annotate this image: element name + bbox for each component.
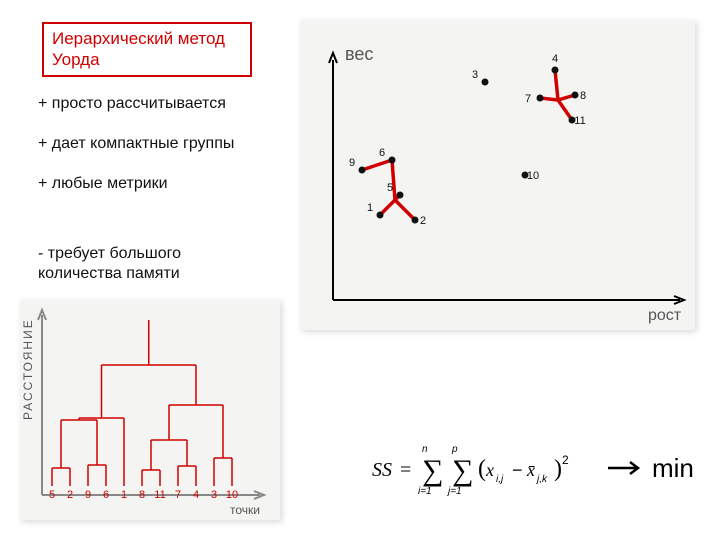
dendrogram-svg: РАССТОЯНИЕ точки 529618 11 743 10 xyxy=(20,300,280,520)
pro-2: + дает компактные группы xyxy=(38,134,268,154)
sigma2-upper: p xyxy=(451,444,458,455)
scatter-point-label: 4 xyxy=(552,53,558,65)
dendrogram-paper: РАССТОЯНИЕ точки 529618 11 743 10 xyxy=(20,300,280,520)
scatter-point-label: 10 xyxy=(527,170,539,182)
sigma-2: ∑ xyxy=(452,454,473,487)
leaf-label: 5 xyxy=(49,489,55,501)
cluster-edge xyxy=(395,200,415,220)
scatter-point xyxy=(389,157,396,164)
title-text: Иерархический метод Уорда xyxy=(52,29,225,69)
dendro-x-label: точки xyxy=(230,503,260,517)
scatter-point-label: 9 xyxy=(349,157,355,169)
scatter-point-label: 1 xyxy=(367,202,373,214)
leaf-label: 11 xyxy=(154,489,165,501)
x-axis-label: рост xyxy=(648,307,682,324)
y-axis-label: вес xyxy=(345,44,373,64)
pro-3: + любые метрики xyxy=(38,174,268,194)
scatter-point-label: 5 xyxy=(387,182,393,194)
scatter-point-label: 6 xyxy=(379,147,385,159)
scatter-point xyxy=(572,92,579,99)
sigma1-upper: n xyxy=(422,444,428,455)
scatter-paper: вес рост 1 2 5 6 9 3 4 7 8 11 10 xyxy=(300,20,695,330)
scatter-point-label: 11 xyxy=(574,115,585,127)
xbar: x̄ xyxy=(526,460,535,480)
cluster-edge xyxy=(558,100,572,120)
leaf-label: 8 xyxy=(139,489,145,501)
scatter-point-label: 3 xyxy=(472,69,478,81)
dendrogram-lines xyxy=(52,320,232,486)
cluster-edge xyxy=(362,160,392,170)
minus: − xyxy=(512,460,523,480)
rparen: ) xyxy=(554,456,562,482)
sigma-1: ∑ xyxy=(422,454,443,487)
leaf-label: 10 xyxy=(226,489,238,501)
formula-lhs: SS xyxy=(372,459,392,481)
formula-block: SS = ∑ n i=1 ∑ p j=1 ( x i,j − x̄ j,k ) … xyxy=(370,438,694,498)
xij: x xyxy=(485,460,494,480)
xbar-sub: j,k xyxy=(535,474,548,485)
leaf-label: 1 xyxy=(121,489,127,501)
scatter-point-label: 8 xyxy=(580,90,586,102)
scatter-point xyxy=(537,95,544,102)
sigma2-lower: j=1 xyxy=(446,486,462,497)
cluster-edge xyxy=(555,70,558,100)
xij-sub: i,j xyxy=(496,474,504,485)
sq: 2 xyxy=(562,453,569,467)
pro-1: + просто рассчитывается xyxy=(38,94,268,114)
leaf-label: 4 xyxy=(193,489,199,501)
scatter-point xyxy=(359,167,366,174)
scatter-point xyxy=(412,217,419,224)
scatter-point xyxy=(552,67,559,74)
cluster-edge xyxy=(392,160,395,200)
scatter-point-label: 2 xyxy=(420,215,426,227)
scatter-points-group: 1 2 5 6 9 3 4 7 8 11 10 xyxy=(349,53,586,227)
scatter-cluster-edges xyxy=(362,70,575,220)
title-box: Иерархический метод Уорда xyxy=(42,22,252,77)
leaf-label: 3 xyxy=(211,489,217,501)
arrow-icon xyxy=(606,456,646,480)
formula-svg: SS = ∑ n i=1 ∑ p j=1 ( x i,j − x̄ j,k ) … xyxy=(370,438,600,498)
eq-sign: = xyxy=(400,459,411,481)
scatter-point-label: 7 xyxy=(525,93,531,105)
scatter-point xyxy=(397,192,404,199)
leaf-label: 6 xyxy=(103,489,109,501)
lparen: ( xyxy=(478,456,486,482)
formula-target: min xyxy=(652,453,694,484)
sigma1-lower: i=1 xyxy=(418,486,432,497)
dendro-y-label: РАССТОЯНИЕ xyxy=(21,318,35,420)
leaf-label: 9 xyxy=(85,489,91,501)
leaf-label: 7 xyxy=(175,489,181,501)
scatter-point xyxy=(377,212,384,219)
leaf-label: 2 xyxy=(67,489,73,501)
con-1: - требует большого количества памяти xyxy=(38,244,268,284)
scatter-svg: вес рост 1 2 5 6 9 3 4 7 8 11 10 xyxy=(300,20,695,330)
scatter-point xyxy=(482,79,489,86)
